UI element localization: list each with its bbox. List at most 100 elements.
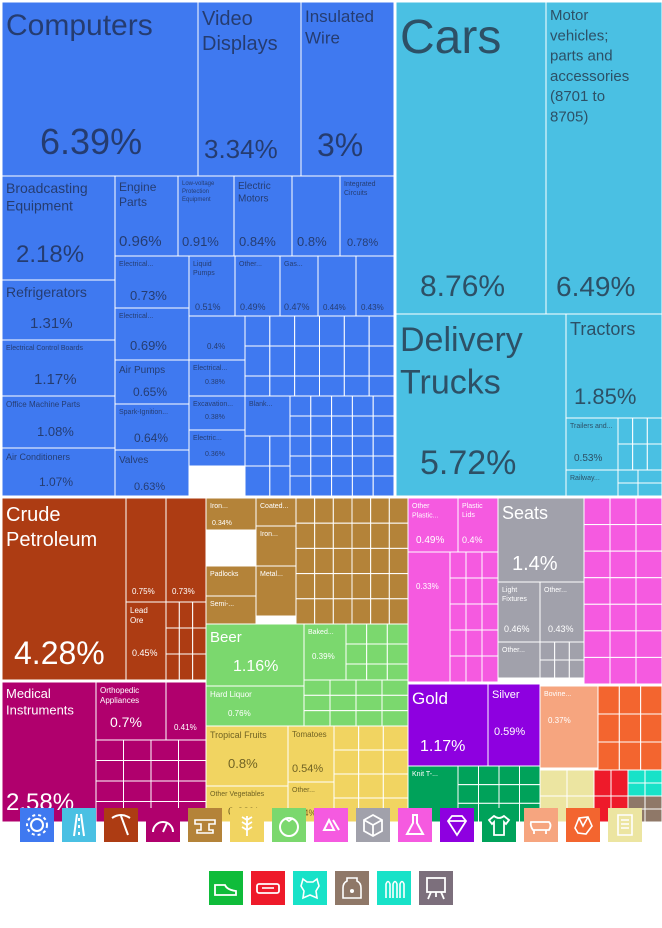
hide-icon[interactable] bbox=[293, 871, 327, 905]
treemap-small-tile bbox=[332, 497, 353, 524]
tile-label: Motor vehicles; parts and accessories (8701 … bbox=[550, 7, 629, 125]
tile-metal bbox=[255, 565, 297, 617]
gauge-icon[interactable] bbox=[146, 808, 180, 842]
treemap-small-tile bbox=[295, 547, 316, 575]
treemap-small-tile bbox=[370, 522, 390, 549]
tile-label: Excavation... bbox=[193, 401, 233, 408]
treemap-small-tile bbox=[244, 345, 271, 377]
treemap-small-tile bbox=[123, 739, 152, 761]
treemap-small-tile bbox=[609, 630, 637, 658]
tile-value: 0.8% bbox=[228, 756, 258, 771]
tile-label: Tomatoes bbox=[292, 730, 327, 739]
tile-value: 1.08% bbox=[37, 424, 74, 439]
pickaxe-icon[interactable] bbox=[104, 808, 138, 842]
treemap-small-tile bbox=[95, 739, 124, 761]
tile-label: Electrical Control Boards bbox=[6, 345, 84, 352]
tile-value: 0.73% bbox=[172, 587, 195, 596]
tile-label: Electrical... bbox=[119, 313, 153, 320]
tile-other-plastic bbox=[407, 497, 459, 553]
tile-bovine bbox=[539, 685, 599, 769]
tile-label: Iron... bbox=[210, 503, 228, 510]
treemap-small-tile bbox=[644, 808, 662, 822]
treemap-small-tile bbox=[345, 643, 368, 665]
recycle-icon[interactable] bbox=[314, 808, 348, 842]
box-icon[interactable] bbox=[356, 808, 390, 842]
treemap-small-tile bbox=[539, 641, 556, 661]
shirt-icon[interactable] bbox=[482, 808, 516, 842]
treemap-small-tile bbox=[366, 643, 388, 665]
tile-label: Railway... bbox=[570, 475, 600, 482]
treemap-small-tile bbox=[370, 497, 390, 524]
treemap-small-tile bbox=[583, 524, 611, 552]
tile-value: 0.33% bbox=[416, 582, 439, 591]
treemap-small-tile bbox=[644, 782, 662, 797]
tile-0-73 bbox=[165, 497, 207, 603]
tile-spark-ignition bbox=[114, 403, 190, 451]
tile-label: Air Pumps bbox=[119, 365, 165, 376]
treemap-small-tile bbox=[192, 653, 207, 681]
treemap-small-tile bbox=[583, 603, 611, 632]
wheat-icon[interactable] bbox=[230, 808, 264, 842]
tile-label: Spark-Ignition... bbox=[119, 409, 168, 416]
treemap-small-tile bbox=[310, 415, 333, 437]
treemap-small-tile bbox=[609, 550, 637, 579]
treemap-small-tile bbox=[627, 782, 646, 797]
treemap-small-tile bbox=[368, 315, 395, 347]
treemap-small-tile bbox=[358, 725, 384, 751]
tile-label: Tractors bbox=[570, 319, 635, 339]
gear-icon[interactable] bbox=[20, 808, 54, 842]
treemap-small-tile bbox=[609, 656, 637, 685]
tile-label: Plastic Lids bbox=[462, 503, 483, 519]
treemap-small-tile bbox=[632, 443, 648, 471]
easel-icon[interactable] bbox=[419, 871, 453, 905]
treemap-small-tile bbox=[332, 573, 353, 600]
treemap-small-tile bbox=[618, 713, 642, 743]
road-icon[interactable] bbox=[62, 808, 96, 842]
treemap-small-tile bbox=[178, 601, 194, 629]
treemap-small-tile bbox=[244, 315, 271, 347]
treemap-small-tile bbox=[150, 739, 179, 761]
jar-icon[interactable] bbox=[335, 871, 369, 905]
tile-value: 0.38% bbox=[205, 414, 225, 421]
treemap-small-tile bbox=[295, 522, 316, 549]
tomato-icon[interactable] bbox=[272, 808, 306, 842]
tile-blank bbox=[244, 395, 291, 437]
tile-label: Bovine... bbox=[544, 691, 571, 698]
scroll-icon[interactable] bbox=[608, 808, 642, 842]
treemap-small-tile bbox=[331, 455, 353, 477]
treemap-small-tile bbox=[635, 497, 662, 526]
treemap-small-tile bbox=[618, 741, 642, 771]
tile-value: 0.63% bbox=[134, 481, 165, 493]
treemap-small-tile bbox=[123, 760, 152, 782]
plastic-icon[interactable] bbox=[251, 871, 285, 905]
treemap-small-tile bbox=[609, 577, 637, 605]
treemap-small-tile bbox=[331, 475, 353, 497]
tile-value: 0.51% bbox=[195, 302, 221, 312]
diamond-icon[interactable] bbox=[440, 808, 474, 842]
treemap-small-tile bbox=[289, 435, 312, 457]
anvil-icon[interactable] bbox=[188, 808, 222, 842]
tile-value: 0.78% bbox=[347, 237, 378, 249]
tile-delivery-trucks bbox=[395, 313, 567, 497]
flask-icon[interactable] bbox=[398, 808, 432, 842]
treemap-small-tile bbox=[583, 497, 611, 526]
tile-0-44 bbox=[317, 255, 357, 317]
tile-label: Cars bbox=[400, 11, 501, 64]
treemap-small-tile bbox=[289, 415, 312, 437]
tile-railway bbox=[565, 469, 619, 497]
tile-refrigerators bbox=[1, 279, 116, 341]
treemap-small-tile bbox=[646, 443, 662, 471]
tile-value: 0.91% bbox=[182, 234, 219, 249]
treemap-small-tile bbox=[343, 345, 370, 377]
tile-label: Video Displays bbox=[202, 8, 278, 55]
tile-tomatoes bbox=[287, 725, 335, 783]
bullets-icon[interactable] bbox=[377, 871, 411, 905]
pig-icon[interactable] bbox=[524, 808, 558, 842]
tile-integrated-circuits bbox=[339, 175, 395, 257]
treemap-small-tile bbox=[351, 497, 372, 524]
treemap-small-tile bbox=[372, 475, 395, 497]
tile-crude-petroleum bbox=[1, 497, 127, 681]
shoe-icon[interactable] bbox=[209, 871, 243, 905]
stone-icon[interactable] bbox=[566, 808, 600, 842]
tile-orthopedic-appliances bbox=[95, 681, 167, 741]
